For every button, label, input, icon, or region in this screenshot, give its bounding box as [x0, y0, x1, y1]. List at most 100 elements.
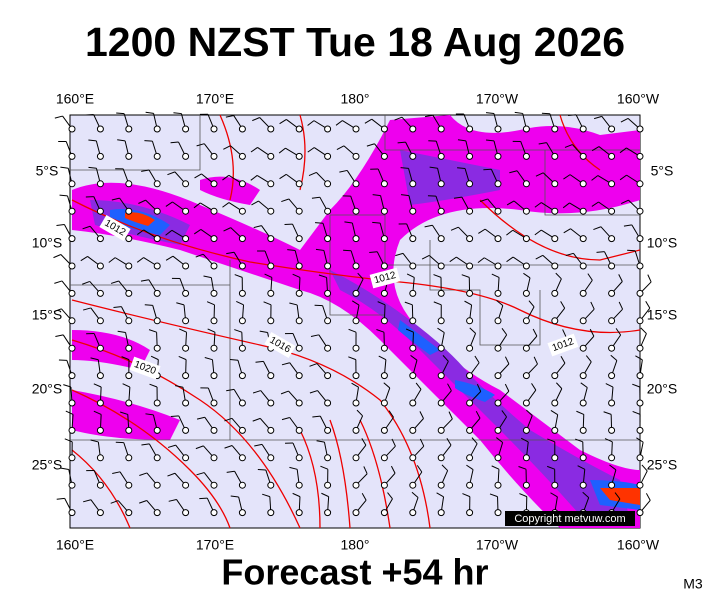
wind-barb: [88, 139, 97, 142]
wind-barb: [520, 437, 529, 443]
plot-area: 1012 1012 1012 1016 1020 Copyright metvu…: [53, 111, 652, 529]
wind-barb: [457, 139, 466, 142]
wind-barb: [575, 438, 583, 443]
wind-station: [522, 235, 530, 243]
wind-barb: [547, 438, 555, 443]
wind-station: [267, 426, 275, 434]
wind-station: [380, 125, 388, 133]
wind-barb: [167, 171, 176, 176]
wind-barb: [632, 410, 641, 415]
wind-station: [579, 180, 587, 188]
wind-barb: [556, 382, 563, 389]
wind-barb: [550, 492, 558, 498]
wind-station: [153, 344, 161, 352]
wind-barb: [523, 272, 531, 279]
wind-station: [96, 180, 104, 188]
wind-station: [210, 317, 218, 325]
wind-barb: [165, 255, 174, 261]
wind-station: [295, 289, 303, 297]
wind-barb: [262, 493, 270, 498]
wind-barb: [56, 224, 65, 227]
wind-station: [636, 426, 644, 434]
wind-station: [96, 262, 104, 270]
wind-station: [409, 207, 417, 215]
wind-station: [238, 399, 246, 407]
wind-station: [295, 344, 303, 352]
wind-barb: [471, 437, 478, 445]
copyright: Copyright metvuw.com: [514, 513, 625, 525]
wind-barb: [93, 410, 102, 415]
wind-station: [579, 454, 587, 462]
wind-barb: [405, 328, 414, 333]
wind-station: [68, 152, 76, 160]
wind-station: [96, 317, 104, 325]
wind-barb: [615, 328, 622, 336]
wind-barb: [279, 173, 287, 180]
wind-station: [409, 262, 417, 270]
wind-station: [409, 180, 417, 188]
wind-station: [324, 372, 332, 380]
wind-barb: [376, 329, 385, 333]
wind-barb: [113, 306, 122, 308]
wind-station: [522, 454, 530, 462]
wind-barb: [195, 253, 204, 258]
wind-barb: [390, 465, 396, 474]
wind-barb: [252, 117, 260, 122]
wind-station: [324, 125, 332, 133]
forecast-label: Forecast +54 hr: [221, 552, 488, 593]
latitude-label: 15°S: [647, 307, 678, 323]
wind-station: [210, 509, 218, 517]
wind-station: [238, 289, 246, 297]
wind-barb: [415, 382, 422, 390]
wind-station: [238, 481, 246, 489]
wind-barb: [563, 228, 571, 234]
wind-station: [182, 344, 190, 352]
wind-station: [153, 207, 161, 215]
wind-station: [352, 399, 360, 407]
wind-barb: [119, 411, 128, 415]
wind-barb: [121, 356, 130, 361]
wind-station: [352, 180, 360, 188]
wind-station: [466, 399, 474, 407]
wind-station: [494, 235, 502, 243]
wind-barb: [308, 171, 317, 177]
wind-barb: [533, 356, 538, 365]
wind-barb: [223, 227, 231, 232]
wind-station: [96, 207, 104, 215]
wind-barb: [593, 115, 602, 120]
wind-barb: [90, 357, 99, 361]
wind-barb: [462, 493, 471, 498]
wind-barb: [534, 229, 542, 236]
wind-barb: [206, 301, 215, 306]
wind-barb: [204, 357, 213, 361]
wind-barb: [535, 172, 544, 177]
wind-barb: [447, 383, 452, 391]
wind-station: [466, 344, 474, 352]
wind-station: [68, 207, 76, 215]
wind-barb: [562, 329, 567, 337]
wind-barb: [538, 142, 547, 145]
wind-barb: [222, 202, 230, 208]
wind-station: [352, 509, 360, 517]
wind-barb: [165, 201, 173, 207]
wind-barb: [531, 383, 537, 391]
wind-barb: [278, 147, 286, 154]
longitude-label: 160°E: [56, 91, 94, 107]
wind-barb: [419, 411, 424, 419]
wind-barb: [60, 467, 69, 471]
wind-station: [551, 152, 559, 160]
wind-station: [409, 509, 417, 517]
wind-station: [68, 399, 76, 407]
wind-station: [494, 207, 502, 215]
wind-station: [267, 289, 275, 297]
wind-station: [295, 125, 303, 133]
wind-barb: [564, 144, 573, 148]
wind-barb: [372, 221, 381, 224]
latitude-label: 5°S: [651, 163, 674, 179]
wind-barb: [122, 383, 131, 388]
wind-barb: [491, 273, 500, 278]
wind-barb: [252, 417, 261, 422]
wind-station: [68, 372, 76, 380]
wind-barb: [351, 382, 359, 388]
